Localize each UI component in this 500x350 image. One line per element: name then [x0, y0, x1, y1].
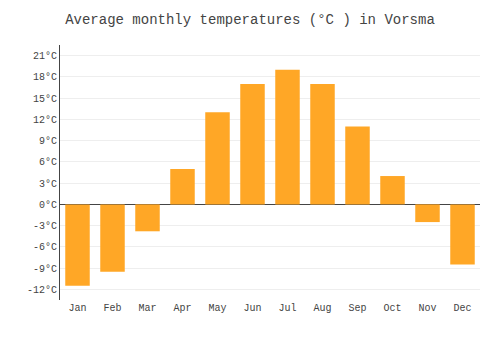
svg-text:Oct: Oct: [383, 303, 401, 314]
svg-text:-6°C: -6°C: [33, 242, 57, 253]
svg-text:21°C: 21°C: [33, 51, 57, 62]
svg-text:-9°C: -9°C: [33, 264, 57, 275]
svg-text:Sep: Sep: [348, 303, 366, 314]
svg-text:Aug: Aug: [313, 303, 331, 314]
svg-text:6°C: 6°C: [39, 157, 57, 168]
svg-text:-12°C: -12°C: [27, 285, 57, 296]
svg-text:Jul: Jul: [278, 303, 296, 314]
svg-text:15°C: 15°C: [33, 94, 57, 105]
svg-text:Dec: Dec: [453, 303, 471, 314]
svg-text:May: May: [208, 303, 226, 314]
svg-text:18°C: 18°C: [33, 72, 57, 83]
svg-text:12°C: 12°C: [33, 115, 57, 126]
svg-text:Mar: Mar: [138, 303, 156, 314]
svg-text:0°C: 0°C: [39, 200, 57, 211]
svg-text:9°C: 9°C: [39, 136, 57, 147]
svg-text:Jan: Jan: [68, 303, 86, 314]
svg-text:Jun: Jun: [243, 303, 261, 314]
svg-text:Apr: Apr: [173, 303, 191, 314]
svg-text:Feb: Feb: [103, 303, 121, 314]
svg-text:-3°C: -3°C: [33, 221, 57, 232]
svg-text:3°C: 3°C: [39, 179, 57, 190]
svg-text:Nov: Nov: [418, 303, 436, 314]
svg-text:Average monthly temperatures (: Average monthly temperatures (°C ) in Vo…: [65, 12, 435, 28]
